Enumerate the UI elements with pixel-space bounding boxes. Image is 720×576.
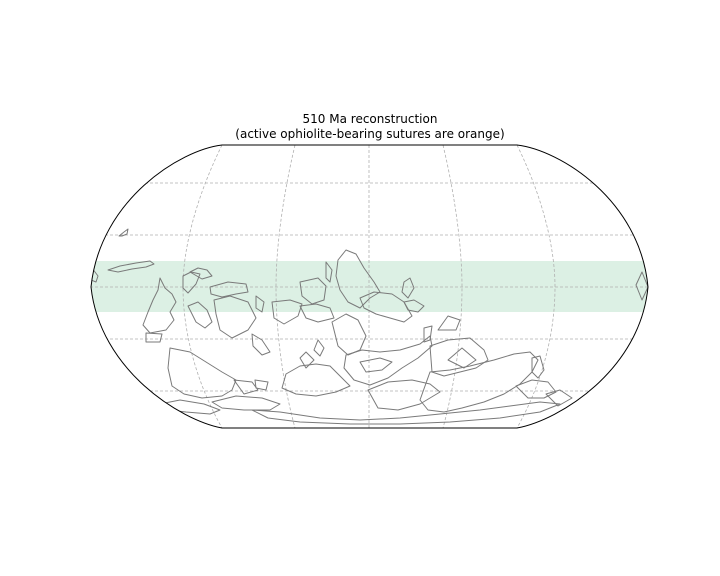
terrane: [299, 303, 335, 323]
terrane: [515, 379, 557, 399]
map-outline: [90, 144, 649, 429]
terrane: [213, 295, 257, 339]
terrane: [429, 337, 489, 377]
terrane: [635, 271, 648, 301]
highlight-band: [91, 261, 648, 312]
map-subtitle: (active ophiolite-bearing sutures are or…: [235, 127, 505, 141]
terrane: [531, 355, 545, 379]
terrane: [142, 277, 177, 334]
coastlines: [91, 228, 648, 425]
terrane: [359, 291, 413, 323]
terrane: [251, 401, 561, 425]
terrane: [107, 260, 155, 273]
terrane: [251, 333, 271, 356]
terrane: [299, 277, 327, 305]
terrane: [211, 395, 281, 411]
terrane: [145, 332, 163, 343]
terrane: [299, 351, 315, 369]
graticule: [91, 145, 648, 428]
terrane: [118, 228, 129, 237]
map-title-block: 510 Ma reconstruction (active ophiolite-…: [0, 112, 720, 142]
terrane: [367, 379, 441, 411]
terrane: [545, 389, 573, 407]
terrane: [447, 347, 477, 369]
terrane: [313, 339, 325, 357]
terrane: [233, 379, 259, 395]
terrane: [359, 357, 393, 373]
terrane: [281, 363, 351, 397]
terrane: [437, 315, 461, 331]
terrane: [325, 261, 333, 283]
terrane: [189, 267, 213, 280]
terrane: [254, 379, 269, 391]
terrane: [331, 313, 367, 356]
terrane: [255, 295, 265, 313]
terrane: [167, 347, 237, 399]
terrane: [271, 299, 303, 325]
terrane: [159, 399, 221, 415]
terrane: [403, 299, 425, 313]
terrane: [423, 325, 433, 343]
map-title: 510 Ma reconstruction: [302, 112, 438, 126]
terrane: [343, 335, 433, 386]
terrane: [187, 301, 213, 329]
terrane: [419, 351, 539, 413]
terrane: [401, 277, 415, 299]
terrane: [209, 281, 249, 298]
terrane: [335, 249, 381, 309]
